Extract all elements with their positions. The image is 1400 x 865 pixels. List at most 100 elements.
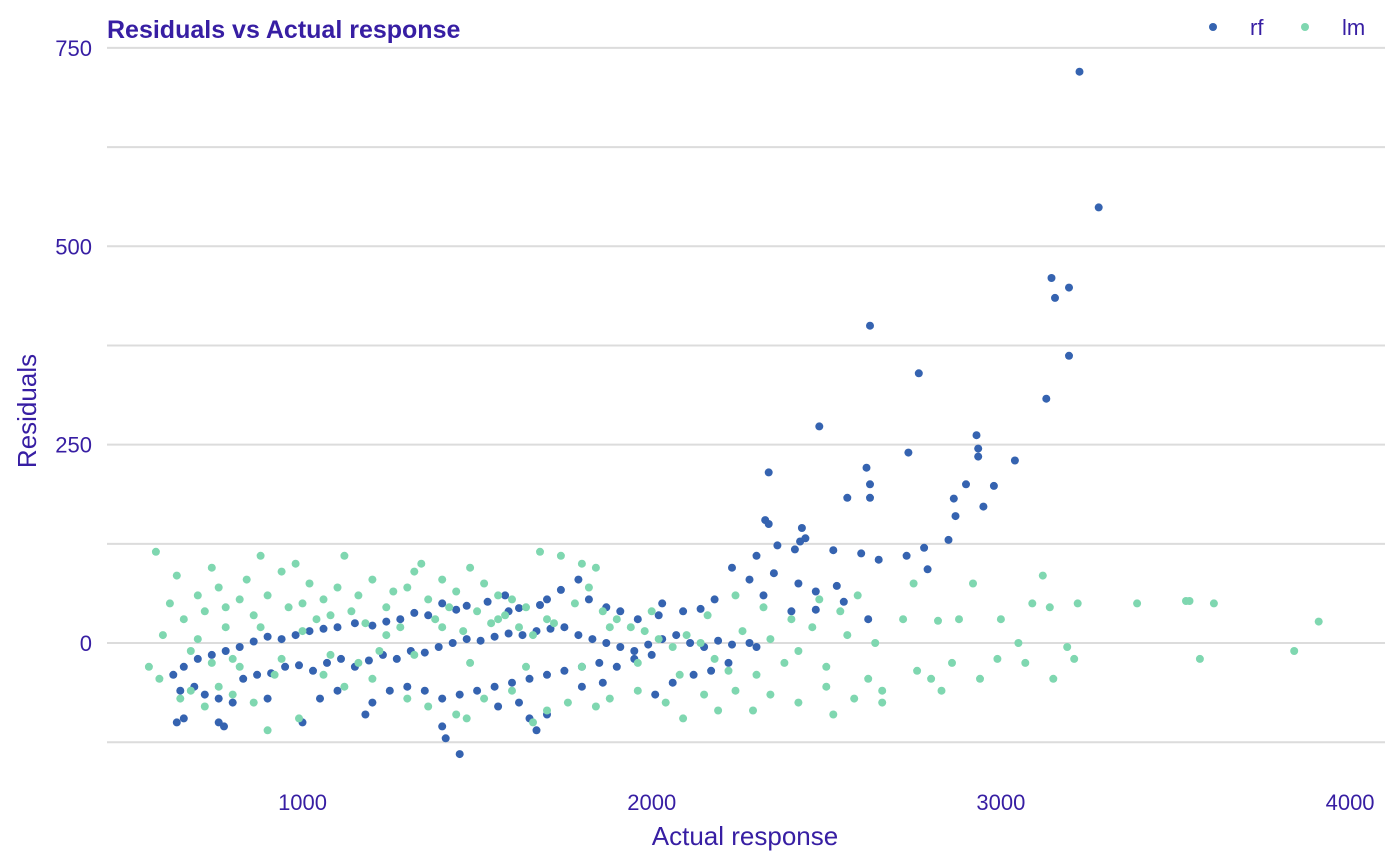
point-rf [832,581,841,590]
point-lm [853,591,862,600]
point-lm [263,591,272,600]
point-lm [682,631,691,640]
point-rf [974,452,983,461]
point-lm [836,607,845,616]
point-rf [305,627,314,636]
point-rf [728,563,736,572]
point-lm [612,615,621,624]
point-lm [151,547,160,556]
point-lm [1014,639,1023,647]
point-rf [382,617,391,626]
point-rf [728,640,736,649]
point-lm [993,654,1002,663]
point-lm [759,603,768,612]
point-lm [403,694,412,703]
point-rf [974,444,983,453]
point-rf [920,543,929,552]
point-lm [186,686,195,695]
point-lm [605,623,614,632]
point-rf [249,637,258,646]
point-lm [312,615,321,624]
point-lm [584,583,593,592]
point-rf [815,422,824,431]
point-lm [640,627,649,636]
legend-label-lm: lm [1342,15,1365,40]
point-lm [550,619,558,628]
point-lm [577,662,586,671]
point-lm [298,627,307,636]
point-rf [839,597,848,606]
point-lm [529,631,537,640]
point-rf [668,678,677,687]
point-rf [277,635,286,644]
point-lm [466,563,475,572]
point-rf [672,631,681,640]
point-lm [1028,599,1037,608]
point-rf [811,587,820,596]
point-rf [829,546,838,555]
point-rf [434,643,443,651]
point-rf [316,694,324,703]
point-rf [235,643,244,651]
point-rf [220,722,228,731]
point-lm [731,686,740,695]
point-rf [1075,67,1084,76]
point-rf [843,493,852,502]
point-lm [389,587,398,596]
point-rf [1051,293,1059,302]
point-rf [281,662,290,671]
point-rf [221,647,230,655]
point-lm [913,666,922,675]
point-lm [249,698,258,707]
point-rf [651,690,660,699]
point-rf [424,611,433,620]
point-lm [235,662,244,671]
point-rf [745,639,754,647]
point-rf [333,623,342,632]
point-rf [228,698,237,707]
point-rf [438,599,447,608]
point-lm [899,615,908,624]
point-rf [862,463,871,472]
point-lm [1209,599,1218,608]
x-tick-label: 4000 [1326,790,1375,815]
point-rf [462,635,471,644]
point-rf [866,493,874,502]
point-rf [494,702,503,711]
point-lm [780,658,789,667]
point-rf [333,686,342,695]
point-lm [738,627,747,636]
point-lm [703,611,712,620]
point-lm [1133,599,1142,608]
point-lm [522,662,530,671]
point-lm [256,551,265,560]
point-rf [207,650,216,659]
point-rf [323,658,331,667]
point-rf [689,670,698,679]
point-lm [431,615,440,624]
point-rf [1065,283,1073,292]
point-lm [927,674,936,683]
point-lm [487,619,496,628]
point-lm [382,603,391,612]
point-rf [602,639,611,647]
point-rf [172,718,181,727]
point-lm [731,591,740,600]
point-rf [179,714,188,723]
point-lm [969,579,977,588]
point-rf [179,662,188,671]
point-lm [536,547,544,556]
point-lm [1045,603,1054,612]
x-tick-label: 1000 [278,790,327,815]
point-lm [172,571,181,580]
point-lm [228,654,237,663]
point-rf [501,591,510,600]
point-lm [438,623,447,632]
point-rf [797,524,806,532]
point-lm [937,686,946,695]
point-rf [574,631,583,640]
point-lm [850,694,859,703]
point-lm [626,623,635,632]
point-rf [794,579,803,588]
point-rf [448,639,457,647]
